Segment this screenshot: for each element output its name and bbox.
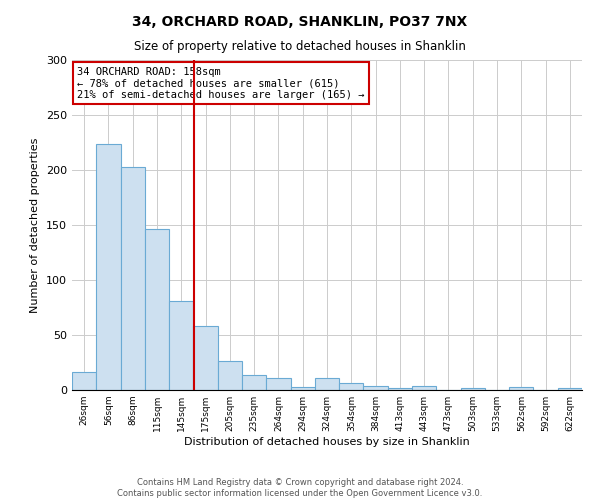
Bar [218,362,242,390]
Bar [315,378,339,390]
Bar [412,386,436,390]
X-axis label: Distribution of detached houses by size in Shanklin: Distribution of detached houses by size … [184,437,470,447]
Bar [290,386,315,390]
Text: Contains HM Land Registry data © Crown copyright and database right 2024.
Contai: Contains HM Land Registry data © Crown c… [118,478,482,498]
Y-axis label: Number of detached properties: Number of detached properties [31,138,40,312]
Bar [145,230,169,390]
Bar [388,388,412,390]
Bar [169,301,193,390]
Bar [193,326,218,390]
Bar [461,388,485,390]
Text: 34, ORCHARD ROAD, SHANKLIN, PO37 7NX: 34, ORCHARD ROAD, SHANKLIN, PO37 7NX [133,15,467,29]
Bar [96,144,121,390]
Bar [364,386,388,390]
Bar [266,378,290,390]
Bar [121,166,145,390]
Text: Size of property relative to detached houses in Shanklin: Size of property relative to detached ho… [134,40,466,53]
Bar [558,388,582,390]
Bar [72,372,96,390]
Bar [339,384,364,390]
Bar [509,386,533,390]
Text: 34 ORCHARD ROAD: 158sqm
← 78% of detached houses are smaller (615)
21% of semi-d: 34 ORCHARD ROAD: 158sqm ← 78% of detache… [77,66,365,100]
Bar [242,374,266,390]
